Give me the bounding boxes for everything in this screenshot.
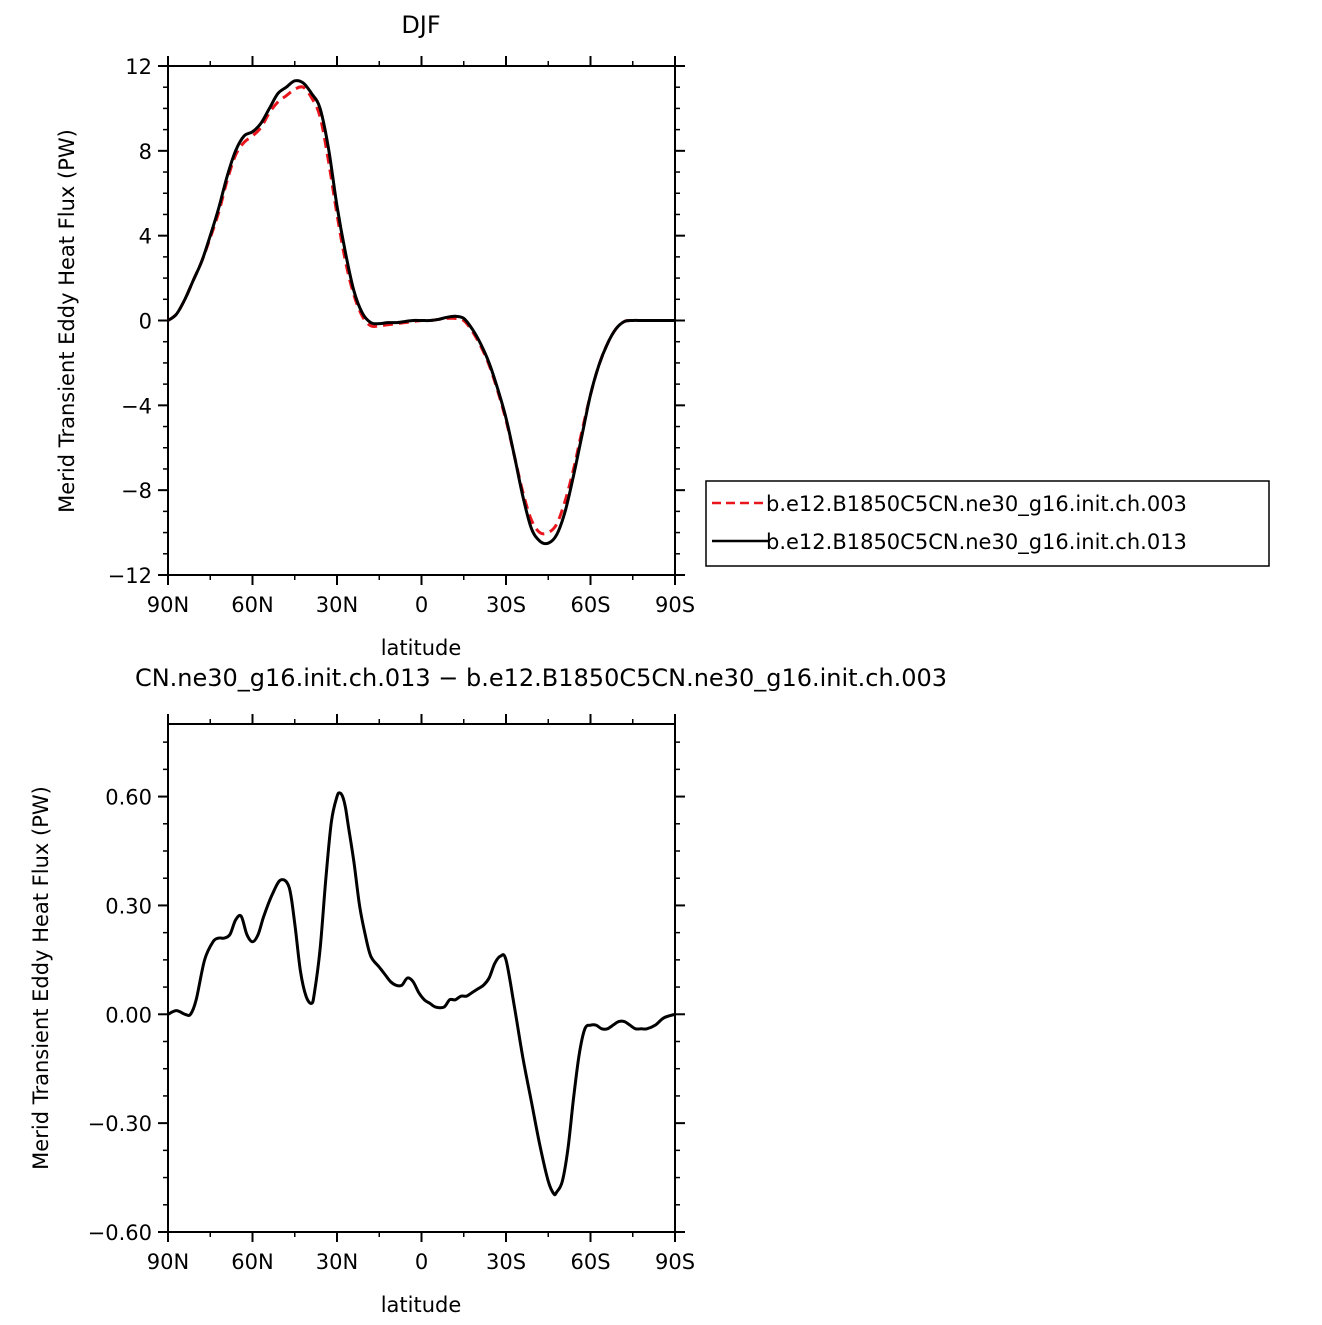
series-line-0 [167,791,676,1197]
chart-title: CN.ne30_g16.init.ch.013 − b.e12.B1850C5C… [135,664,947,692]
y-tick-label: 0 [139,310,152,334]
y-tick-label: 0.00 [105,1003,152,1027]
legend: b.e12.B1850C5CN.ne30_g16.init.ch.003 b.e… [705,480,1270,567]
y-axis-label: Merid Transient Eddy Heat Flux (PW) [29,786,53,1170]
x-tick-label: 60S [570,1250,610,1274]
chart-title: DJF [401,11,440,39]
x-axis-label: latitude [381,636,462,660]
series-line-0 [167,85,675,536]
x-tick-label: 0 [415,593,428,617]
axis-ticks: 90N 60N 30N 0 30S 60S 90S −12 −8 −4 0 4 8 12 [108,55,695,617]
legend-box [705,480,1270,567]
series-line-1 [167,79,675,546]
x-tick-label: 60S [570,593,610,617]
x-tick-label: 90N [147,593,189,617]
legend-label-013: b.e12.B1850C5CN.ne30_g16.init.ch.013 [766,530,1187,555]
y-tick-label: 0.30 [105,894,152,918]
y-tick-label: 12 [125,55,152,79]
x-tick-label: 0 [415,1250,428,1274]
y-tick-label: −4 [121,394,152,418]
plot-frame [167,723,676,1233]
panel-difference: CN.ne30_g16.init.ch.013 − b.e12.B1850C5C… [29,664,947,1317]
y-tick-label: −0.30 [88,1112,152,1136]
x-tick-label: 30S [486,1250,526,1274]
x-tick-label: 30N [316,1250,358,1274]
y-tick-label: −8 [121,479,152,503]
y-tick-label: 0.60 [105,786,152,810]
series-group [167,791,676,1197]
x-tick-label: 90N [147,1250,189,1274]
x-tick-label: 60N [231,593,273,617]
series-group [167,79,675,546]
x-tick-label: 30N [316,593,358,617]
panel-djf: DJF 90N 60N 30N 0 30S 60S 90S −12 −8 −4 0 4 8 12 lati… [55,11,695,660]
y-tick-label: 8 [139,140,152,164]
x-axis-label: latitude [381,1293,462,1317]
x-tick-label: 90S [655,593,695,617]
y-axis-label: Merid Transient Eddy Heat Flux (PW) [55,129,79,513]
x-tick-label: 30S [486,593,526,617]
x-tick-label: 90S [655,1250,695,1274]
y-tick-label: −0.60 [88,1221,152,1245]
legend-label-003: b.e12.B1850C5CN.ne30_g16.init.ch.003 [766,492,1187,517]
x-tick-label: 60N [231,1250,273,1274]
y-tick-label: −12 [108,564,152,588]
axis-ticks: 90N 60N 30N 0 30S 60S 90S −0.60 −0.30 0.00 0.30 0.6… [88,714,695,1274]
y-tick-label: 4 [139,225,152,249]
